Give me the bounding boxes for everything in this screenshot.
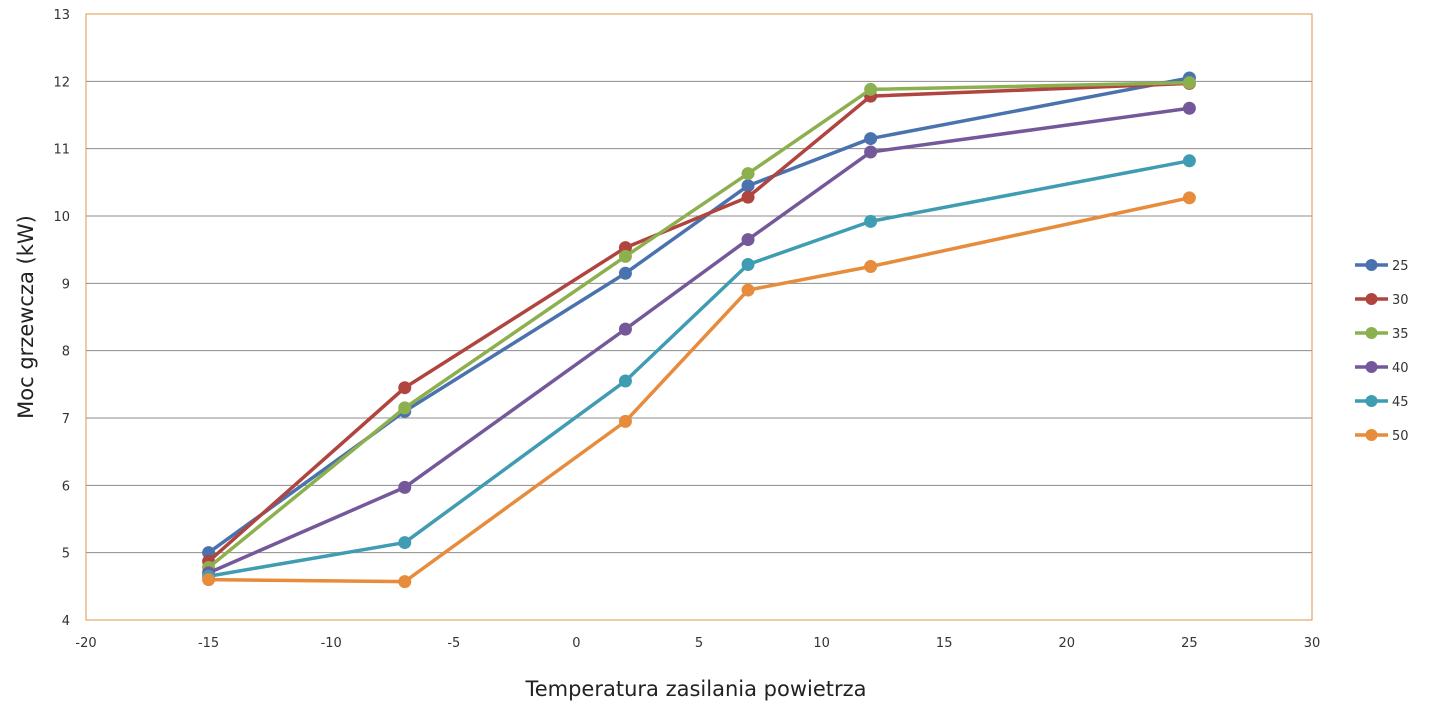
legend-item-35: 35 [1355,327,1409,342]
data-point [398,480,412,494]
y-tick-label: 13 [53,8,70,23]
series-45 [202,154,1196,583]
gridlines [86,80,1312,554]
data-point [1182,101,1196,115]
data-point [864,214,878,228]
series-line [207,80,1190,569]
y-tick-label: 4 [62,614,70,629]
y-tick-label: 10 [53,210,70,225]
x-tick-label: 5 [695,636,703,651]
legend: 25 30 35 40 45 50 [1355,259,1409,444]
legend-swatch-marker [1365,361,1378,373]
data-point [202,573,216,587]
series-line [207,106,1190,575]
legend-label: 25 [1392,259,1409,274]
legend-swatch-marker [1365,327,1378,339]
legend-swatch-marker [1365,395,1378,407]
y-tick-label: 8 [62,345,70,360]
data-point [864,82,878,96]
data-point [398,401,412,415]
data-point [1182,154,1196,168]
series-line [207,81,1190,563]
data-point [1182,191,1196,205]
legend-label: 40 [1392,361,1409,376]
x-tick-label: 20 [1059,636,1076,651]
legend-item-50: 50 [1355,429,1409,444]
x-tick-label: 30 [1304,636,1321,651]
y-tick-label: 6 [62,479,70,494]
series-40 [202,101,1196,580]
x-tick-label: 15 [936,636,953,651]
data-point [398,381,412,395]
legend-label: 30 [1392,293,1409,308]
legend-item-45: 45 [1355,395,1409,410]
series-line [207,76,1190,555]
x-tick-label: -5 [447,636,460,651]
data-point [741,179,755,193]
x-tick-label: -15 [198,636,219,651]
legend-swatch-marker [1365,293,1378,305]
y-tick-label: 12 [53,75,70,90]
data-point [618,322,632,336]
series-35 [202,76,1196,574]
data-point [618,249,632,263]
plot-area-border [85,13,1313,621]
y-tick-label: 7 [62,412,70,427]
data-point [398,575,412,589]
y-tick-label: 11 [53,143,70,158]
legend-swatch-marker [1365,259,1378,271]
y-tick-label: 5 [62,547,70,562]
series-layer [202,71,1196,589]
legend-label: 45 [1392,395,1409,410]
x-axis-label: Temperatura zasilania powietrza [524,677,866,701]
series-50 [202,191,1196,589]
data-point [864,145,878,159]
x-tick-label: 10 [813,636,830,651]
series-30 [202,76,1196,568]
y-tick-label: 9 [62,277,70,292]
legend-item-40: 40 [1355,361,1409,376]
legend-label: 50 [1392,429,1409,444]
data-point [618,374,632,388]
data-point [864,260,878,273]
series-line [208,196,1190,584]
data-point [741,190,755,204]
data-point [741,283,755,297]
legend-item-25: 25 [1355,259,1409,274]
data-point [618,414,632,428]
data-point [864,132,878,146]
y-axis-label: Moc grzewcza (kW) [14,215,38,419]
x-tick-label: -20 [75,636,96,651]
series-25 [202,71,1196,560]
legend-item-30: 30 [1355,293,1409,308]
series-line [208,159,1190,578]
data-point [1182,76,1196,90]
data-point [398,536,412,550]
data-point [618,266,632,280]
legend-label: 35 [1392,327,1409,342]
y-axis-ticks: 4 5 6 7 8 9 10 11 12 13 [53,8,70,629]
x-tick-label: 0 [572,636,580,651]
x-tick-label: 25 [1181,636,1198,651]
data-point [741,257,755,271]
x-tick-label: -10 [321,636,342,651]
data-point [741,233,755,247]
legend-swatch-marker [1365,429,1378,441]
data-point [741,167,755,181]
x-axis-ticks: -20 -15 -10 -5 0 5 10 15 20 25 30 [75,636,1320,651]
